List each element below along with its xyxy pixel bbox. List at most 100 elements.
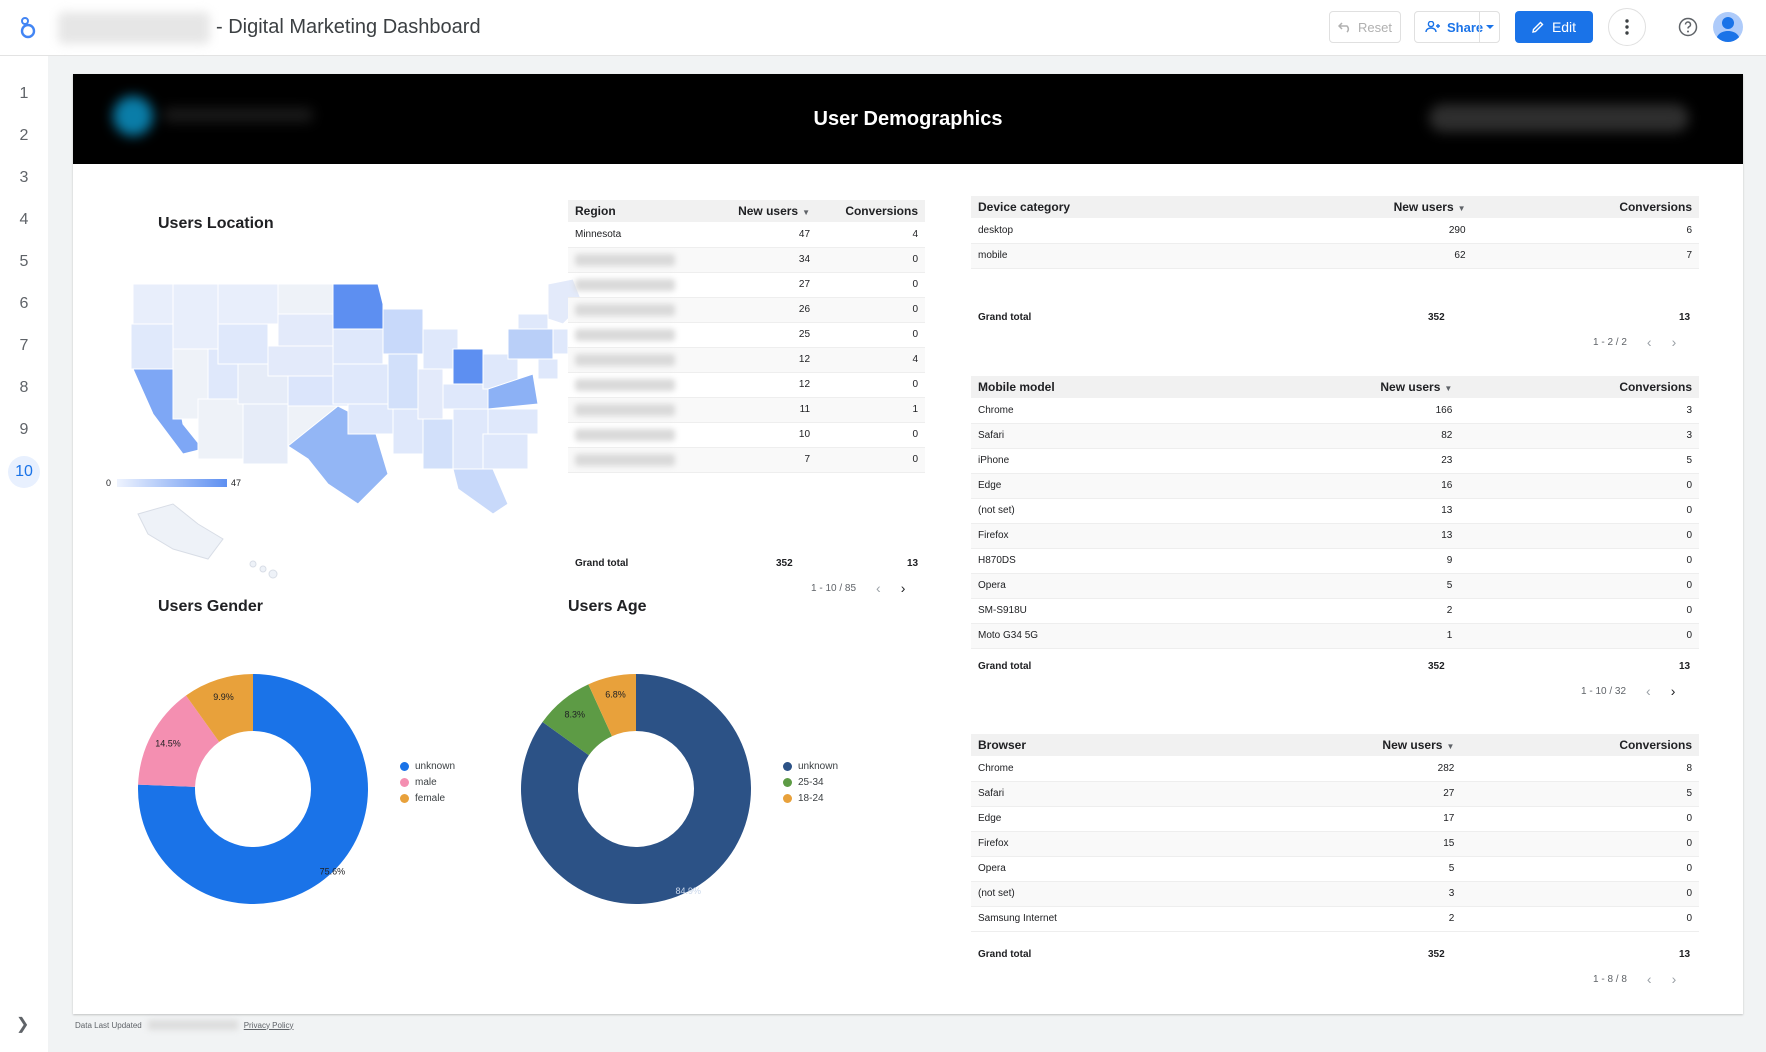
browser-row[interactable]: Opera 5 0 <box>971 856 1699 882</box>
browser-row[interactable]: Chrome 282 8 <box>971 756 1699 782</box>
share-button[interactable]: Share <box>1414 11 1500 43</box>
browser-row[interactable]: Edge 17 0 <box>971 806 1699 832</box>
gender-slice-female[interactable] <box>185 674 253 742</box>
browser-label-cell: Opera <box>971 856 1226 882</box>
page-9-link[interactable]: 9 <box>19 421 29 438</box>
age-slice-25-34[interactable] <box>542 684 612 756</box>
mobile-model-label-cell: (not set) <box>971 498 1222 524</box>
account-avatar[interactable] <box>1713 12 1743 42</box>
us-geo-map[interactable] <box>113 274 613 604</box>
report-title[interactable]: - Digital Marketing Dashboard <box>216 16 481 38</box>
region-row[interactable]: 25 0 <box>568 322 925 348</box>
browser-row[interactable]: (not set) 3 0 <box>971 881 1699 907</box>
page-4-link[interactable]: 4 <box>19 211 29 228</box>
browser-label-cell: Chrome <box>971 756 1226 782</box>
col-region[interactable]: Region <box>568 200 710 222</box>
redacted-region-name <box>575 403 675 416</box>
age-slice-unknown[interactable] <box>521 674 751 904</box>
col-new-users[interactable]: New users ▼ <box>1221 376 1460 398</box>
browser-conversions-cell: 5 <box>1461 781 1699 807</box>
gender-legend-item[interactable]: male <box>400 774 455 790</box>
date-range-control[interactable] <box>1429 104 1689 132</box>
page-8-link[interactable]: 8 <box>19 379 29 396</box>
col-conversions[interactable]: Conversions <box>817 200 925 222</box>
mobile-model-row[interactable]: H870DS 9 0 <box>971 548 1699 574</box>
page-6-link[interactable]: 6 <box>19 295 29 312</box>
reset-button[interactable]: Reset <box>1329 11 1401 43</box>
page-5-link[interactable]: 5 <box>19 253 29 270</box>
users-gender-donut-chart[interactable]: 75.6% 14.5% 9.9% <box>118 654 388 924</box>
age-legend-item[interactable]: unknown <box>783 758 838 774</box>
col-conversions[interactable]: Conversions <box>1459 376 1699 398</box>
next-page-chevron-icon[interactable]: › <box>1671 971 1677 987</box>
col-new-users[interactable]: New users ▼ <box>1248 196 1473 218</box>
age-slice-18-24[interactable] <box>588 674 636 737</box>
users-age-donut-chart[interactable]: 84.9% 8.3% 6.8% <box>501 654 771 924</box>
col-conversions[interactable]: Conversions <box>1472 196 1699 218</box>
mobile-model-row[interactable]: Firefox 13 0 <box>971 523 1699 549</box>
age-legend-item[interactable]: 18-24 <box>783 790 838 806</box>
col-device-category[interactable]: Device category <box>971 196 1249 218</box>
page-10-link[interactable]: 10 <box>8 456 40 488</box>
col-new-users[interactable]: New users ▼ <box>1225 734 1462 756</box>
device-row[interactable]: mobile 62 7 <box>971 243 1699 269</box>
gender-slice-unknown[interactable] <box>138 674 368 904</box>
help-icon[interactable] <box>1678 17 1698 37</box>
browser-row[interactable]: Samsung Internet 2 0 <box>971 906 1699 932</box>
legend-swatch <box>400 777 409 787</box>
col-conversions[interactable]: Conversions <box>1461 734 1699 756</box>
col-browser[interactable]: Browser <box>971 734 1226 756</box>
age-legend-item[interactable]: 25-34 <box>783 774 838 790</box>
redacted-region-name <box>575 428 675 441</box>
prev-page-chevron-icon[interactable]: ‹ <box>1646 971 1652 987</box>
page-1-link[interactable]: 1 <box>19 85 29 102</box>
region-row[interactable]: 12 0 <box>568 372 925 398</box>
col-mobile-model[interactable]: Mobile model <box>971 376 1222 398</box>
gender-slice-male[interactable] <box>138 695 220 787</box>
mobile-model-label-cell: Edge <box>971 473 1222 499</box>
browser-row[interactable]: Safari 27 5 <box>971 781 1699 807</box>
gender-legend-item[interactable]: unknown <box>400 758 455 774</box>
more-options-button[interactable] <box>1608 8 1646 46</box>
redacted-region-name <box>575 303 675 316</box>
region-row[interactable]: 10 0 <box>568 422 925 448</box>
browser-row[interactable]: Firefox 15 0 <box>971 831 1699 857</box>
next-page-chevron-icon[interactable]: › <box>1671 334 1677 350</box>
legend-label: female <box>415 792 446 804</box>
region-row[interactable]: Minnesota 47 4 <box>568 222 925 248</box>
mobile-model-conversions-cell: 3 <box>1459 423 1699 449</box>
mobile-model-row[interactable]: iPhone 23 5 <box>971 448 1699 474</box>
mobile-model-row[interactable]: Safari 82 3 <box>971 423 1699 449</box>
page-7-link[interactable]: 7 <box>19 337 29 354</box>
looker-studio-logo-icon[interactable] <box>17 16 39 40</box>
region-row[interactable]: 34 0 <box>568 247 925 273</box>
next-page-chevron-icon[interactable]: › <box>1670 683 1676 699</box>
prev-page-chevron-icon[interactable]: ‹ <box>1646 683 1651 699</box>
region-label-cell <box>568 447 710 473</box>
mobile-model-row[interactable]: (not set) 13 0 <box>971 498 1699 524</box>
region-conversions-cell: 0 <box>817 447 925 473</box>
region-row[interactable]: 26 0 <box>568 297 925 323</box>
prev-page-chevron-icon[interactable]: ‹ <box>876 580 881 596</box>
device-row[interactable]: desktop 290 6 <box>971 218 1699 244</box>
region-row[interactable]: 27 0 <box>568 272 925 298</box>
mobile-model-row[interactable]: Chrome 166 3 <box>971 398 1699 424</box>
page-3-link[interactable]: 3 <box>19 169 29 186</box>
mobile-model-row[interactable]: Opera 5 0 <box>971 573 1699 599</box>
edit-button[interactable]: Edit <box>1515 11 1593 43</box>
page-2-link[interactable]: 2 <box>19 127 29 144</box>
next-page-chevron-icon[interactable]: › <box>900 580 906 596</box>
prev-page-chevron-icon[interactable]: ‹ <box>1646 334 1652 350</box>
mobile-model-row[interactable]: Edge 16 0 <box>971 473 1699 499</box>
mobile-model-row[interactable]: SM-S918U 2 0 <box>971 598 1699 624</box>
col-new-users[interactable]: New users ▼ <box>709 200 818 222</box>
mobile-model-row[interactable]: Moto G34 5G 1 0 <box>971 623 1699 649</box>
expand-nav-chevron-icon[interactable]: ❯ <box>16 1016 30 1033</box>
share-dropdown-icon[interactable] <box>1479 12 1499 42</box>
region-row[interactable]: 12 4 <box>568 347 925 373</box>
gender-legend-item[interactable]: female <box>400 790 455 806</box>
privacy-policy-link[interactable]: Privacy Policy <box>243 1020 294 1030</box>
region-pager: 1 - 10 / 85 ‹ › <box>811 580 905 596</box>
region-row[interactable]: 11 1 <box>568 397 925 423</box>
